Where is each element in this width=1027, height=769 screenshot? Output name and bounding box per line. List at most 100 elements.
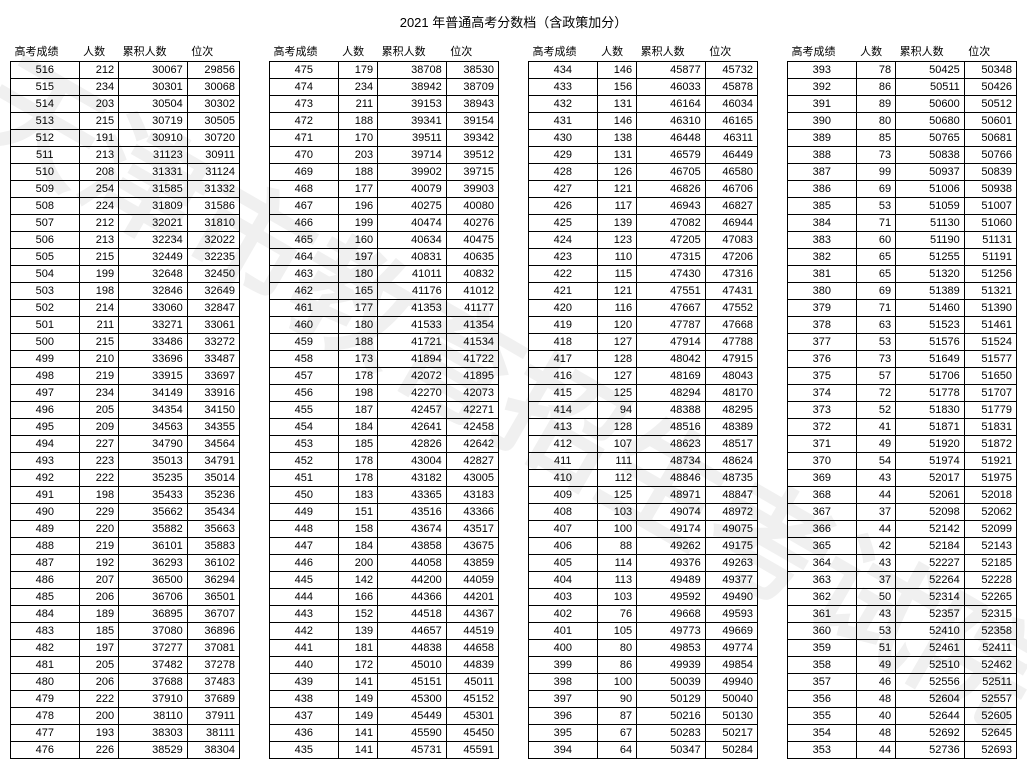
cell-score: 419 (529, 317, 598, 334)
table-row: 4892203588235663 (11, 521, 240, 538)
cell-rank: 52062 (964, 504, 1016, 521)
cell-score: 472 (270, 113, 339, 130)
cell-score: 430 (529, 130, 598, 147)
table-row: 374725177851707 (788, 385, 1017, 402)
table-row: 4992103369633487 (11, 351, 240, 368)
cell-cum: 46826 (637, 181, 706, 198)
cell-score: 496 (11, 402, 80, 419)
cell-cum: 52061 (896, 487, 965, 504)
table-row: 369435201751975 (788, 470, 1017, 487)
table-row: 4651604063440475 (270, 232, 499, 249)
cell-score: 506 (11, 232, 80, 249)
cell-rank: 37081 (187, 640, 239, 657)
cell-rank: 40080 (446, 198, 498, 215)
cell-rank: 50284 (705, 742, 757, 759)
cell-score: 435 (270, 742, 339, 759)
table-row: 385535105951007 (788, 198, 1017, 215)
cell-rank: 30302 (187, 96, 239, 113)
cell-score: 383 (788, 232, 857, 249)
table-row: 4962053435434150 (11, 402, 240, 419)
cell-score: 405 (529, 555, 598, 572)
cell-score: 471 (270, 130, 339, 147)
cell-rank: 39342 (446, 130, 498, 147)
cell-count: 234 (79, 79, 119, 96)
cell-cum: 33696 (119, 351, 188, 368)
cell-cum: 51576 (896, 334, 965, 351)
cell-rank: 50681 (964, 130, 1016, 147)
cell-score: 432 (529, 96, 598, 113)
cell-count: 191 (79, 130, 119, 147)
cell-score: 353 (788, 742, 857, 759)
cell-rank: 51007 (964, 198, 1016, 215)
cell-cum: 51460 (896, 300, 965, 317)
cell-rank: 51191 (964, 249, 1016, 266)
cell-score: 467 (270, 198, 339, 215)
cell-cum: 49074 (637, 504, 706, 521)
cell-cum: 36706 (119, 589, 188, 606)
table-row: 384715113051060 (788, 215, 1017, 232)
cell-cum: 50937 (896, 164, 965, 181)
table-row: 3981005003949940 (529, 674, 758, 691)
cell-rank: 51461 (964, 317, 1016, 334)
cell-rank: 43366 (446, 504, 498, 521)
cell-count: 37 (856, 504, 896, 521)
table-row: 4932233501334791 (11, 453, 240, 470)
cell-rank: 48043 (705, 368, 757, 385)
cell-cum: 49939 (637, 657, 706, 674)
cell-cum: 34149 (119, 385, 188, 402)
table-row: 406884926249175 (529, 538, 758, 555)
cell-count: 188 (338, 334, 378, 351)
table-row: 5162123006729856 (11, 62, 240, 79)
cell-count: 43 (856, 555, 896, 572)
cell-rank: 52265 (964, 589, 1016, 606)
table-row: 5002153348633272 (11, 334, 240, 351)
table-row: 5102083133131124 (11, 164, 240, 181)
cell-rank: 52557 (964, 691, 1016, 708)
cell-rank: 38530 (446, 62, 498, 79)
cell-count: 189 (79, 606, 119, 623)
header-count: 人数 (597, 41, 637, 62)
table-row: 4311464631046165 (529, 113, 758, 130)
cell-count: 152 (338, 606, 378, 623)
cell-count: 223 (79, 453, 119, 470)
table-row: 366445214252099 (788, 521, 1017, 538)
table-row: 4221154743047316 (529, 266, 758, 283)
cell-rank: 42271 (446, 402, 498, 419)
cell-count: 226 (79, 742, 119, 759)
cell-count: 160 (338, 232, 378, 249)
cell-score: 357 (788, 674, 857, 691)
cell-score: 510 (11, 164, 80, 181)
cell-score: 495 (11, 419, 80, 436)
cell-cum: 32449 (119, 249, 188, 266)
cell-count: 198 (79, 487, 119, 504)
cell-score: 370 (788, 453, 857, 470)
cell-cum: 43004 (378, 453, 447, 470)
cell-score: 373 (788, 402, 857, 419)
table-row: 4191204778747668 (529, 317, 758, 334)
table-row: 5142033050430302 (11, 96, 240, 113)
cell-cum: 51320 (896, 266, 965, 283)
cell-cum: 40275 (378, 198, 447, 215)
cell-rank: 49669 (705, 623, 757, 640)
cell-rank: 50601 (964, 113, 1016, 130)
cell-count: 115 (597, 266, 637, 283)
cell-score: 498 (11, 368, 80, 385)
cell-rank: 31124 (187, 164, 239, 181)
cell-count: 203 (338, 147, 378, 164)
cell-count: 146 (597, 113, 637, 130)
cell-cum: 44657 (378, 623, 447, 640)
table-row: 396875021650130 (529, 708, 758, 725)
cell-rank: 51779 (964, 402, 1016, 419)
cell-rank: 49490 (705, 589, 757, 606)
cell-score: 429 (529, 147, 598, 164)
cell-cum: 51706 (896, 368, 965, 385)
cell-cum: 32846 (119, 283, 188, 300)
header-score: 高考成绩 (529, 41, 598, 62)
cell-score: 365 (788, 538, 857, 555)
cell-count: 196 (338, 198, 378, 215)
cell-cum: 42641 (378, 419, 447, 436)
cell-cum: 30504 (119, 96, 188, 113)
cell-cum: 52556 (896, 674, 965, 691)
table-row: 4952093456334355 (11, 419, 240, 436)
cell-rank: 33272 (187, 334, 239, 351)
